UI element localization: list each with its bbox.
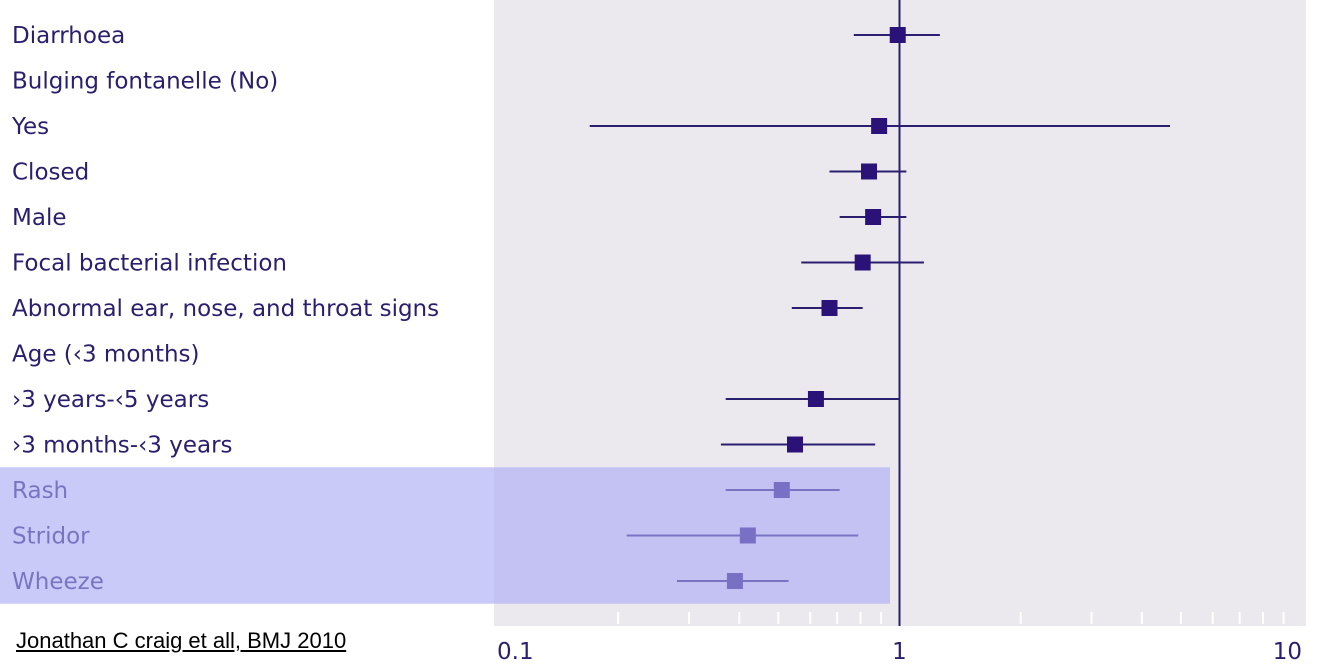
row-label: Closed bbox=[12, 160, 89, 186]
estimate-marker bbox=[865, 209, 882, 225]
x-tick-label: 10 bbox=[1273, 639, 1302, 665]
row-label: Diarrhoea bbox=[12, 23, 125, 49]
minor-ticks bbox=[617, 612, 1285, 624]
row-label: ›3 years-‹5 years bbox=[12, 387, 209, 413]
row-label: Bulging fontanelle (No) bbox=[12, 69, 278, 95]
estimate-marker bbox=[871, 118, 888, 134]
estimate-marker bbox=[786, 436, 803, 453]
row-label: Age (‹3 months) bbox=[12, 342, 200, 368]
estimate-marker bbox=[807, 391, 824, 407]
highlight-band bbox=[0, 467, 890, 604]
estimate-marker bbox=[821, 300, 838, 316]
estimate-marker bbox=[889, 27, 906, 43]
row-label: Male bbox=[12, 205, 66, 231]
row-label: Yes bbox=[11, 114, 49, 140]
row-label: Abnormal ear, nose, and throat signs bbox=[12, 296, 439, 322]
estimate-marker bbox=[861, 163, 878, 180]
x-tick-label: 1 bbox=[892, 639, 907, 665]
x-tick-labels: 0.1 1 10 bbox=[497, 639, 1302, 665]
estimate-marker bbox=[854, 254, 871, 271]
row-label: Focal bacterial infection bbox=[12, 251, 287, 277]
citation-link[interactable]: Jonathan C craig et all, BMJ 2010 bbox=[16, 628, 347, 653]
row-label: ›3 months-‹3 years bbox=[12, 433, 233, 459]
x-tick-label: 0.1 bbox=[497, 639, 534, 665]
